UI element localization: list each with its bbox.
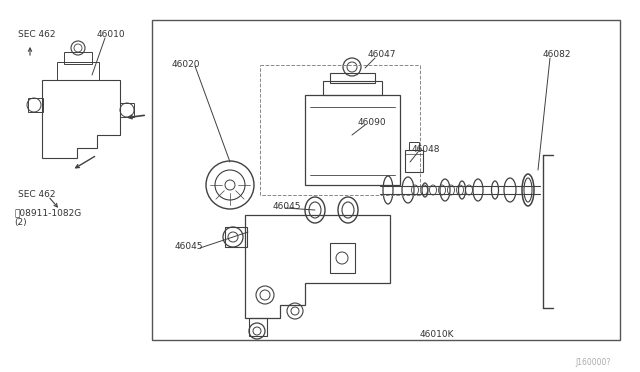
Text: 46090: 46090 — [358, 118, 387, 127]
Bar — [64, 52, 92, 64]
Bar — [57, 62, 99, 80]
Text: SEC 462: SEC 462 — [18, 30, 56, 39]
Bar — [330, 73, 375, 83]
Bar — [120, 103, 134, 117]
Bar — [409, 142, 419, 150]
Bar — [323, 81, 382, 95]
Text: 46048: 46048 — [412, 145, 440, 154]
Text: 46082: 46082 — [543, 50, 572, 59]
Bar — [405, 150, 423, 172]
Text: 46047: 46047 — [368, 50, 397, 59]
Text: 46020: 46020 — [172, 60, 200, 69]
Bar — [225, 227, 247, 247]
Bar — [152, 20, 620, 340]
Bar — [305, 95, 400, 185]
Text: 46045: 46045 — [175, 242, 204, 251]
Text: 46010K: 46010K — [420, 330, 454, 339]
Bar — [249, 318, 267, 336]
Text: ⓝ08911-1082G
(2): ⓝ08911-1082G (2) — [14, 208, 81, 227]
Text: SEC 462: SEC 462 — [18, 190, 56, 199]
Text: J160000?: J160000? — [575, 358, 611, 367]
Text: 46045: 46045 — [273, 202, 301, 211]
Bar — [330, 243, 355, 273]
Text: 46010: 46010 — [97, 30, 125, 39]
Bar — [28, 98, 43, 112]
